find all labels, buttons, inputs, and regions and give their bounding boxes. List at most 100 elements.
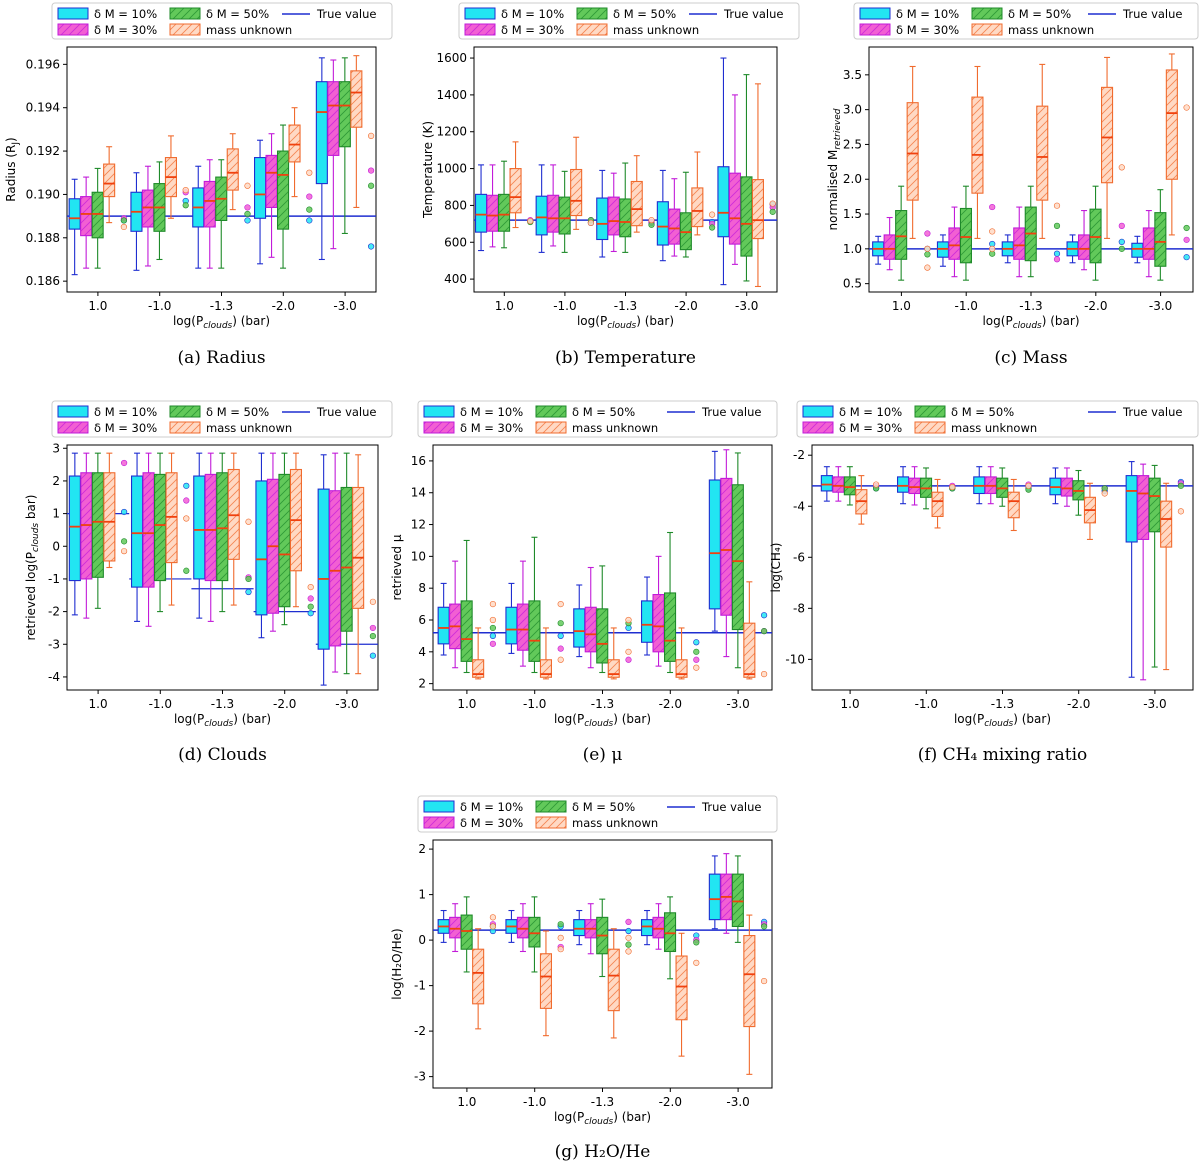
y-tick-label: 0.186	[26, 274, 60, 288]
outlier-point	[182, 202, 189, 209]
outlier-point	[1025, 482, 1032, 489]
y-tick-label: -2	[793, 448, 805, 462]
box-m50	[663, 912, 677, 953]
y-tick-label: 2	[418, 842, 426, 856]
box-mu	[971, 96, 984, 194]
outlier-point	[924, 245, 931, 252]
x-tick-label: -1.0	[523, 697, 546, 711]
x-tick-label: -1.0	[523, 1095, 546, 1109]
outlier-point	[760, 923, 768, 930]
x-tick-label: -1.3	[210, 299, 233, 313]
box-m30	[1013, 227, 1026, 260]
box-m50	[216, 472, 229, 582]
outlier-point	[183, 567, 190, 574]
box-m10	[68, 475, 81, 582]
box-m30	[141, 189, 154, 228]
outlier-point	[924, 230, 931, 237]
box-mu	[1007, 491, 1020, 519]
box-m30	[516, 603, 530, 651]
y-tick-label: 2.0	[843, 172, 862, 186]
box-m30	[1142, 227, 1155, 260]
legend-label-m50: δ M = 50%	[951, 405, 1014, 419]
outlier-point	[244, 217, 251, 224]
outlier-point	[557, 620, 564, 627]
outlier-point	[306, 206, 313, 213]
x-tick-label: -1.0	[553, 299, 576, 313]
outlier-point	[949, 484, 956, 491]
box-m30	[584, 606, 597, 653]
legend-swatch-mu	[535, 816, 567, 829]
outlier-point	[244, 182, 251, 189]
outlier-point	[489, 624, 497, 632]
legend-swatch-m10	[423, 405, 455, 418]
legend-label-m50: δ M = 50%	[572, 800, 635, 814]
box-m50	[154, 473, 167, 582]
x-tick-label: -2.0	[659, 1095, 682, 1109]
outlier-point	[306, 169, 313, 176]
x-tick-label: -2.0	[674, 299, 697, 313]
y-tick-label: 1000	[436, 162, 467, 176]
outlier-point	[183, 482, 190, 489]
outlier-point	[625, 941, 632, 948]
box-mu	[607, 659, 620, 678]
y-tick-label: 6	[418, 613, 426, 627]
box-m10	[317, 488, 330, 650]
legend-label-true: True value	[723, 7, 784, 21]
box-m30	[204, 473, 217, 582]
x-tick-label: -1.3	[591, 697, 614, 711]
outlier-point	[693, 639, 700, 646]
box-m50	[91, 472, 104, 578]
box-mu	[570, 168, 583, 217]
box-m10	[1125, 475, 1138, 543]
legend-label-m30: δ M = 30%	[839, 421, 902, 435]
x-tick-label: -3.0	[1149, 299, 1172, 313]
legend-label-m10: δ M = 10%	[460, 405, 523, 419]
outlier-point	[693, 656, 700, 663]
x-tick-label: 1.0	[495, 299, 514, 313]
legend-label-m10: δ M = 10%	[501, 7, 564, 21]
box-m50	[497, 193, 511, 232]
y-axis-label: log(H₂O/He)	[390, 928, 404, 999]
box-m30	[652, 593, 665, 653]
x-tick-label: -1.0	[148, 299, 171, 313]
box-m10	[640, 600, 654, 643]
outlier-point	[760, 977, 768, 985]
outlier-point	[489, 914, 497, 921]
outlier-point	[1177, 508, 1184, 515]
box-m30	[668, 208, 681, 245]
x-tick-label: -1.0	[954, 299, 977, 313]
y-tick-label: -4	[793, 499, 805, 513]
outlier-point	[989, 203, 996, 211]
legend-swatch-m30	[57, 23, 89, 36]
box-m30	[516, 916, 530, 939]
box-m30	[1078, 234, 1091, 260]
outlier-point	[120, 508, 128, 516]
outlier-point	[245, 588, 252, 596]
legend-label-m50: δ M = 50%	[572, 405, 635, 419]
box-m50	[460, 600, 473, 662]
outlier-point	[1183, 254, 1190, 261]
outlier-point	[924, 264, 931, 271]
y-tick-label: -6	[793, 550, 805, 564]
outlier-point	[368, 243, 375, 250]
outlier-point	[307, 610, 314, 617]
box-m50	[731, 873, 744, 928]
outlier-point	[557, 632, 564, 640]
panel-g: -3 -2 -1 0 1 2 1.0 -1.0 -1.3 -2.0 -3.0 log(Pclouds)…	[390, 795, 778, 1162]
x-tick-label: -1.0	[915, 697, 938, 711]
panel-e: 2 4 6 8 10 12 14 16 1.0 -1.0 -1.3 -2.0 -3.0 log(Pclou…	[390, 400, 778, 765]
x-tick-label: -2.0	[1067, 697, 1090, 711]
outlier-point	[625, 934, 632, 941]
outlier-point	[307, 603, 314, 610]
y-tick-label: 400	[444, 272, 467, 286]
outlier-point	[489, 600, 497, 608]
legend-box	[417, 795, 778, 833]
x-axis-label: log(Pclouds) (bar)	[174, 712, 271, 729]
outlier-point	[368, 167, 375, 174]
outlier-point	[1101, 485, 1108, 492]
y-tick-label: 1.0	[843, 242, 862, 256]
box-m10	[708, 873, 721, 921]
legend-label-true: True value	[701, 800, 762, 814]
legend-box	[417, 400, 778, 438]
legend-swatch-mu	[914, 421, 946, 434]
